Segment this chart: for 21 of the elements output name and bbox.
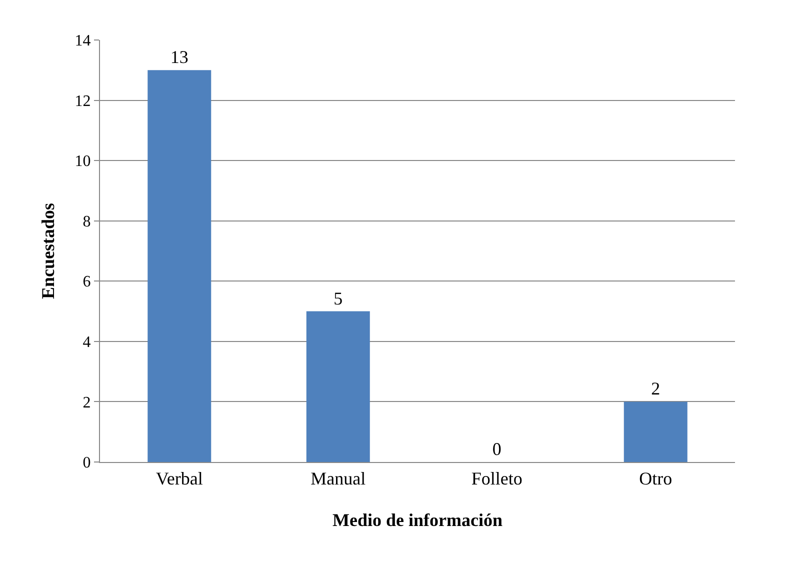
y-tick-label: 12 <box>74 92 91 110</box>
y-tick-label: 0 <box>82 454 91 472</box>
y-tick-label: 4 <box>82 334 91 352</box>
bar <box>148 70 212 462</box>
bar <box>624 402 688 462</box>
y-tick-label: 10 <box>74 153 91 170</box>
y-axis-title: Encuestados <box>38 202 58 300</box>
x-axis-title: Medio de información <box>332 510 502 530</box>
x-tick-label: Otro <box>639 468 672 489</box>
y-tick-label: 14 <box>74 32 91 50</box>
x-tick-label: Verbal <box>156 468 203 489</box>
y-tick-label: 8 <box>82 213 91 230</box>
x-tick-label: Manual <box>310 468 366 489</box>
y-tick-label: 2 <box>82 394 91 412</box>
data-label: 5 <box>334 288 343 308</box>
y-tick-label: 6 <box>82 274 91 291</box>
bar <box>306 311 370 462</box>
data-label: 0 <box>492 439 502 459</box>
x-tick-label: Folleto <box>471 468 522 489</box>
data-label: 2 <box>651 378 660 399</box>
data-label: 13 <box>170 47 188 68</box>
